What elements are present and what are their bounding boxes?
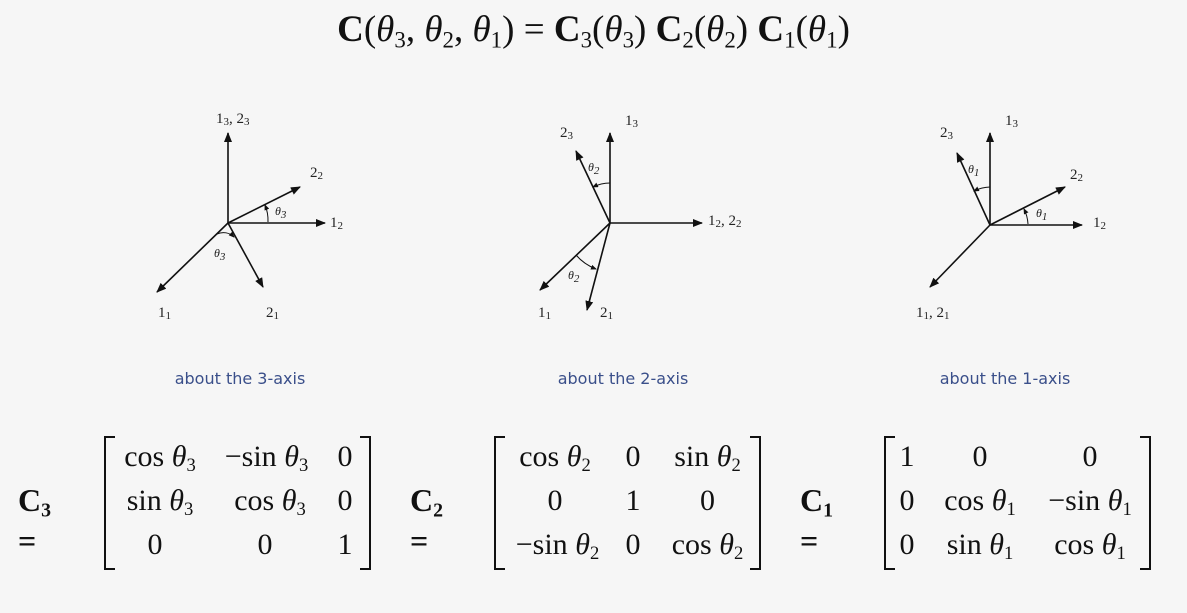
label-1-3-2-3: 13, 23 — [216, 111, 250, 128]
angle-arc-lower — [575, 254, 597, 270]
matrix-c3-cell: 0 — [147, 528, 163, 561]
axis-1-1 — [539, 222, 611, 291]
matrix-c3-right-bracket — [360, 436, 371, 570]
matrix-c3-cell: −sin θ3 — [224, 440, 309, 477]
matrix-c1-cell: sin θ1 — [946, 528, 1014, 565]
label-1-2: 12 — [330, 215, 343, 232]
angle-theta-3-lower: θ3 — [214, 246, 226, 263]
angle-theta-2-upper: θ2 — [588, 160, 600, 177]
caption-3-axis: about the 3-axis — [174, 369, 306, 388]
label-1-3: 13 — [1005, 113, 1019, 130]
axis-1-1-2-1 — [929, 224, 991, 288]
matrix-c1-cell: 0 — [899, 528, 915, 561]
label-1-2-2-2: 12, 22 — [708, 213, 742, 230]
matrix-c3-cell: sin θ3 — [126, 484, 194, 521]
matrix-c3-cell: 1 — [337, 528, 353, 561]
matrix-c2-cell: cos θ2 — [671, 528, 744, 565]
label-1-1-2-1: 11, 21 — [916, 305, 950, 322]
matrix-c1-cell: cos θ1 — [1054, 528, 1126, 565]
rotation-2-svg: θ2 θ2 13 23 12, 22 11 21 — [538, 113, 742, 322]
matrix-c2-cell: 0 — [625, 440, 641, 473]
angle-theta-1-upper: θ1 — [968, 162, 979, 179]
matrix-c1-label: C1 = — [800, 482, 834, 559]
matrix-c1-cell: cos θ1 — [944, 484, 1016, 521]
main-equation: C(θ3, θ2, θ1) = C3(θ3) C2(θ2) C1(θ1) — [0, 8, 1187, 53]
angle-arc-upper — [973, 186, 991, 192]
diagram-1-axis: θ1 θ1 13 23 12 22 11, 21 — [860, 95, 1150, 345]
matrix-c1-left-bracket — [884, 436, 895, 570]
matrix-c1-cell: 0 — [1082, 440, 1098, 473]
rotation-3-svg: θ3 θ3 13, 23 12 22 11 21 — [156, 111, 343, 322]
matrix-c1-right-bracket — [1140, 436, 1151, 570]
labels-2-axis: 13 23 12, 22 11 21 — [538, 113, 742, 322]
matrix-c3-cell: cos θ3 — [234, 484, 306, 521]
label-1-3: 13 — [625, 113, 639, 130]
matrix-c3-cell: 0 — [337, 484, 353, 517]
matrix-c3-cell: cos θ3 — [124, 440, 196, 477]
axis-1-1 — [156, 222, 229, 293]
axis-2-1 — [227, 222, 264, 288]
matrix-c2-cell: cos θ2 — [519, 440, 591, 477]
diagram-3-axis: θ3 θ3 13, 23 12 22 11 21 — [100, 95, 390, 345]
label-1-1: 11 — [538, 305, 551, 322]
equation-lhs: C(θ3, θ2, θ1) = — [337, 9, 554, 53]
angle-theta-2-lower: θ2 — [568, 268, 580, 285]
label-2-1: 21 — [600, 305, 613, 322]
angle-arc-lower — [1023, 208, 1029, 225]
caption-1-axis: about the 1-axis — [939, 369, 1071, 388]
labels-1-axis: 13 23 12 22 11, 21 — [916, 113, 1106, 322]
matrix-c1-cell: 0 — [899, 484, 915, 517]
angle-theta-3-upper: θ3 — [275, 204, 287, 221]
matrix-c3-cell: 0 — [337, 440, 353, 473]
axis-2-2 — [989, 186, 1066, 226]
matrix-c2-cell: 0 — [625, 528, 641, 561]
matrix-c2-cell: 0 — [547, 484, 563, 517]
matrix-c3-label: C3 = — [18, 482, 52, 559]
labels-3-axis: 13, 23 12 22 11 21 — [158, 111, 343, 322]
label-2-3: 23 — [940, 125, 954, 142]
matrix-c2-label: C2 = — [410, 482, 444, 559]
label-1-2: 12 — [1093, 215, 1106, 232]
matrix-c2-cell: sin θ2 — [674, 440, 741, 477]
rotation-1-svg: θ1 θ1 13 23 12 22 11, 21 — [916, 113, 1106, 322]
matrix-c1-cell: 0 — [972, 440, 988, 473]
equation-rhs: C3(θ3) C2(θ2) C1(θ1) — [553, 9, 850, 53]
label-2-3: 23 — [560, 125, 574, 142]
angle-arc-upper — [264, 204, 270, 223]
angle-theta-1-lower: θ1 — [1036, 206, 1047, 223]
caption-2-axis: about the 2-axis — [557, 369, 689, 388]
label-2-2: 22 — [1070, 167, 1083, 184]
matrix-c2-cell: −sin θ2 — [515, 528, 600, 565]
label-2-1: 21 — [266, 305, 279, 322]
matrix-c1-cell: 1 — [899, 440, 915, 473]
matrix-c3-cell: 0 — [257, 528, 273, 561]
axis-2-2 — [227, 186, 301, 224]
matrix-c2-cell: 0 — [700, 484, 715, 517]
matrix-c2-left-bracket — [494, 436, 505, 570]
label-1-1: 11 — [158, 305, 171, 322]
matrix-c2-right-bracket — [750, 436, 761, 570]
matrix-c3-left-bracket — [104, 436, 115, 570]
angle-arc-lower — [216, 231, 235, 238]
matrix-c1-cell: −sin θ1 — [1048, 484, 1132, 521]
matrix-c2-cell: 1 — [625, 484, 641, 517]
diagram-2-axis: θ2 θ2 13 23 12, 22 11 21 — [480, 95, 770, 345]
angle-arc-upper — [592, 182, 611, 188]
axis-2-1 — [585, 222, 611, 311]
label-2-2: 22 — [310, 165, 323, 182]
